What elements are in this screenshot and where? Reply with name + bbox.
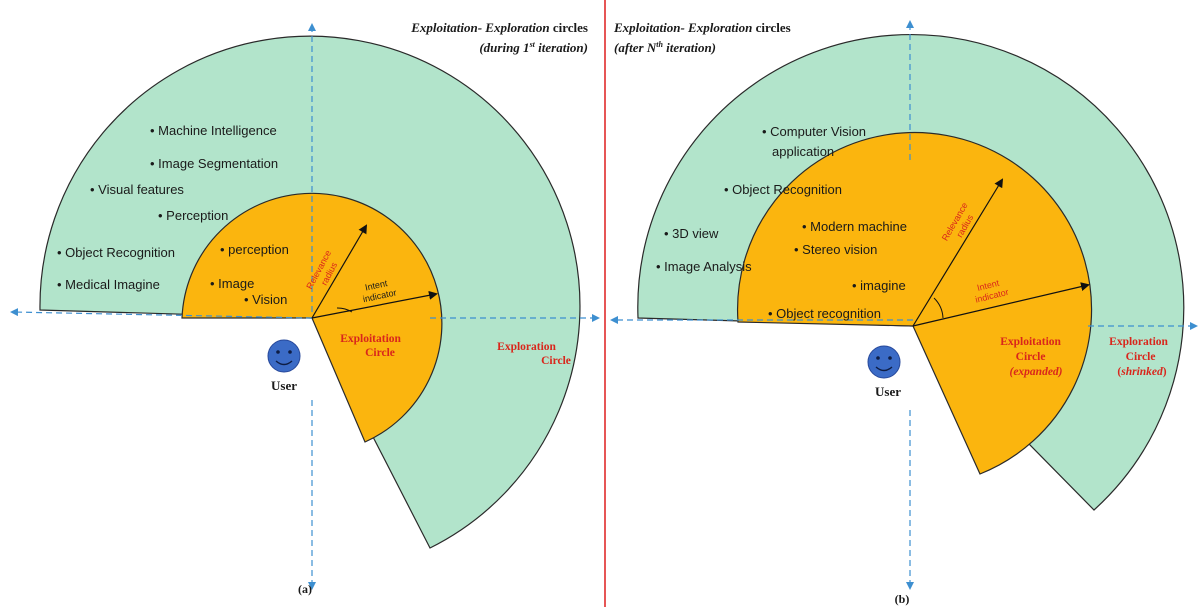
angle-arc (933, 297, 944, 319)
exploitation-circle-sector (736, 132, 1093, 475)
exploration-circle-label: Exploration Circle (497, 341, 571, 367)
exploitation-circle-label: Exploitation Circle (340, 333, 404, 359)
panel-b-caption: (b) (895, 592, 910, 606)
list-item: • Computer Vision (762, 124, 866, 139)
angle-arc (336, 307, 353, 313)
relevance-radius-arrow (311, 224, 368, 319)
intent-indicator-arrow (311, 290, 438, 319)
list-item: • Object recognition (768, 306, 881, 321)
panel-a-title-line1: Exploitation- Exploration circles (410, 20, 588, 35)
list-item: • Object Recognition (724, 182, 842, 197)
exploration-items: • Computer Vision application • Object R… (656, 124, 866, 274)
user-avatar (267, 339, 301, 373)
list-item: • Visual features (90, 182, 184, 197)
user-label: User (271, 378, 297, 393)
list-item: • 3D view (664, 226, 719, 241)
panel-b-title-line1: Exploitation- Exploration circles (613, 20, 791, 35)
panel-a: Relevance radius Intent indicator Exploi… (10, 20, 600, 596)
user-avatar (867, 345, 901, 379)
user-label: User (875, 384, 901, 399)
list-item: • Machine Intelligence (150, 123, 277, 138)
list-item: • perception (220, 242, 289, 257)
exploitation-circle-label: Exploitation Circle (expanded) (1000, 336, 1064, 378)
panel-b: Relevance radius Intent indicator Exploi… (610, 20, 1198, 606)
relevance-radius-arrow (912, 178, 1004, 327)
list-item: • Image Analysis (656, 259, 752, 274)
intent-indicator-arrow (912, 282, 1090, 327)
list-item: application (772, 144, 834, 159)
exploitation-items: • Modern machine • Stereo vision • imagi… (768, 219, 907, 321)
list-item: • Image (210, 276, 254, 291)
list-item: • imagine (852, 278, 906, 293)
list-item: • Medical Imagine (57, 277, 160, 292)
list-item: • Stereo vision (794, 242, 877, 257)
horizontal-axis (10, 308, 313, 319)
list-item: • Image Segmentation (150, 156, 278, 171)
list-item: • Object Recognition (57, 245, 175, 260)
panel-a-caption: (a) (298, 582, 312, 596)
panel-a-title-line2: (during 1st iteration) (479, 40, 588, 55)
exploration-circle-label: Exploration Circle (shrinked) (1109, 336, 1171, 378)
exploration-items: • Machine Intelligence • Image Segmentat… (57, 123, 278, 292)
list-item: • Perception (158, 208, 228, 223)
exploitation-items: • perception • Image • Vision (210, 242, 289, 307)
list-item: • Modern machine (802, 219, 907, 234)
panel-b-title-line2: (after Nth iteration) (614, 40, 716, 55)
list-item: • Vision (244, 292, 287, 307)
